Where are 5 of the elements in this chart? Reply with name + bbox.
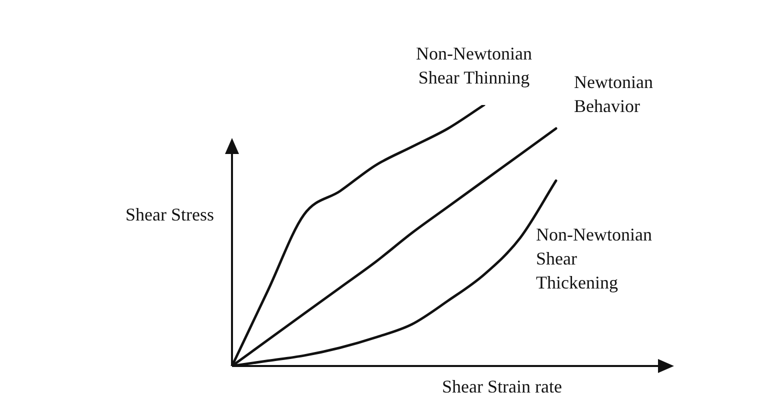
text: Non-Newtonian Shear Thinning <box>416 44 532 88</box>
y-axis-title: Shear Stress <box>126 204 214 225</box>
x-axis-title: Shear Strain rate <box>442 376 562 397</box>
series-label: Non-Newtonian Shear Thickening <box>536 224 652 292</box>
series-label: Newtonian Behavior <box>574 72 653 116</box>
